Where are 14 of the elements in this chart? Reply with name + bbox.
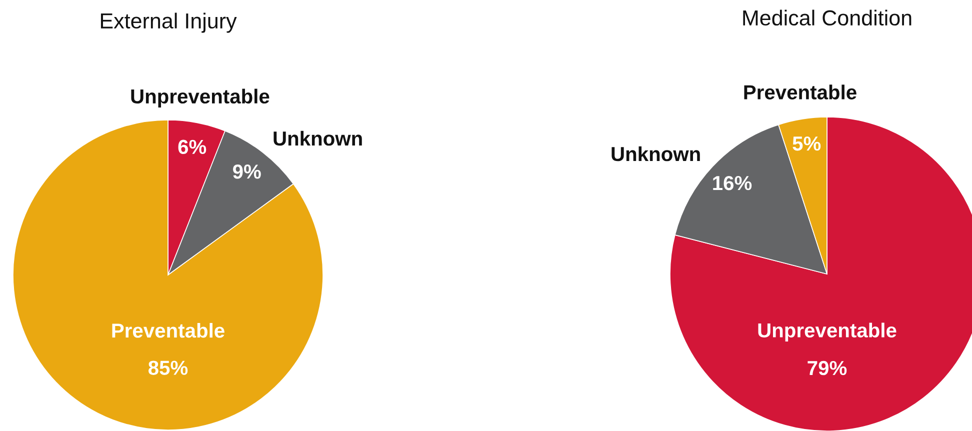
data-label: 16% [713,176,752,190]
data-label: 85% [148,360,188,375]
chart-title: External Injury [100,12,237,33]
data-label: 6% [178,140,206,154]
slice-label: Preventable [112,322,224,338]
slice-label: Unpreventable [758,322,896,342]
data-label: 9% [232,164,261,179]
slice-label: Unpreventable [131,88,270,108]
chart-title: Medical Condition [743,10,912,26]
data-label: 5% [792,136,821,151]
slice-label: Preventable [744,84,856,100]
slice-label: Unknown [612,146,700,162]
slice-label: Unknown [274,130,362,146]
data-label: 79% [808,360,847,376]
